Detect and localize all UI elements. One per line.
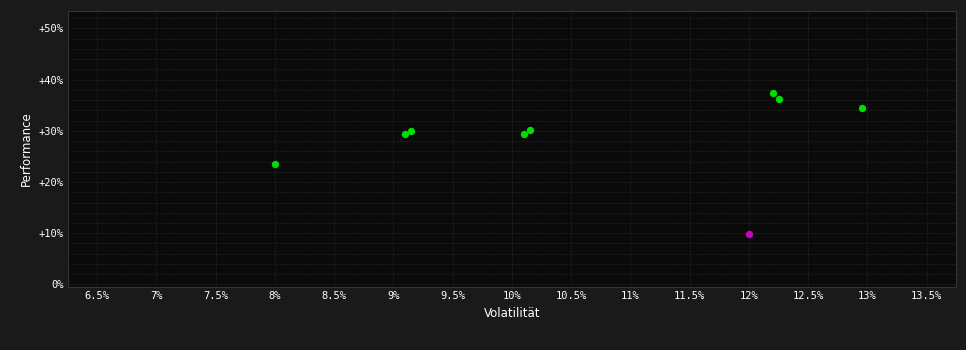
Point — [741, 231, 756, 237]
X-axis label: Volatilität: Volatilität — [484, 307, 540, 320]
Point — [398, 132, 413, 137]
Point — [854, 105, 869, 111]
Point — [404, 128, 419, 134]
Point — [771, 96, 786, 102]
Point — [765, 90, 781, 96]
Y-axis label: Performance: Performance — [20, 111, 33, 186]
Point — [268, 161, 283, 167]
Point — [522, 127, 537, 133]
Point — [516, 132, 531, 137]
